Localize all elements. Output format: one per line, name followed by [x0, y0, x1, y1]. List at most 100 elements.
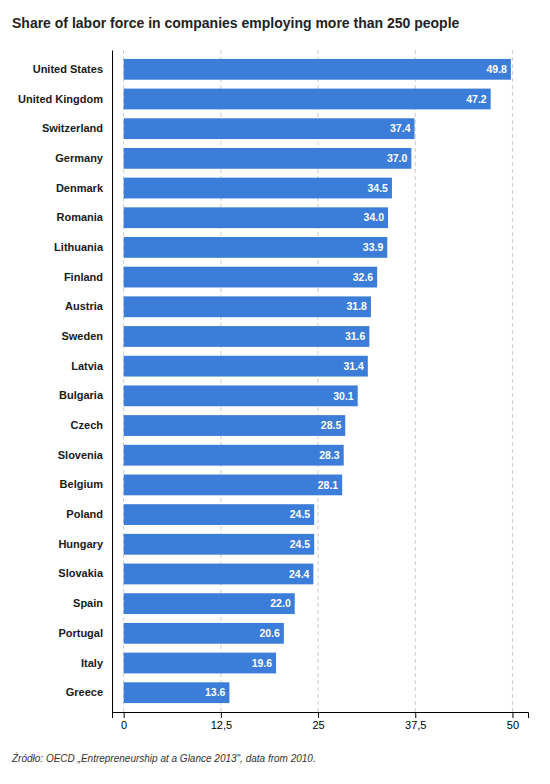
data-label: 22.0	[270, 597, 291, 609]
tick-label: Sweden	[61, 330, 103, 342]
tick-mark	[415, 712, 416, 718]
tick-label: Italy	[81, 657, 104, 669]
bar	[124, 356, 368, 377]
tick: Bulgaria	[59, 389, 104, 401]
bar	[124, 682, 230, 703]
tick-label: Bulgaria	[59, 389, 104, 401]
tick-label: Denmark	[56, 182, 104, 194]
bar	[124, 89, 491, 110]
data-label: 28.1	[318, 479, 339, 491]
tick: Belgium	[60, 478, 104, 490]
tick-label: Portugal	[58, 627, 103, 639]
tick-label: Germany	[55, 152, 104, 164]
tick-label: United Kingdom	[18, 93, 103, 105]
tick: Slovenia	[58, 449, 104, 461]
tick-label: Switzerland	[42, 122, 103, 134]
bar	[124, 534, 315, 555]
tick: 50	[507, 712, 519, 731]
bar	[124, 504, 315, 525]
grid	[124, 50, 513, 712]
title: Share of labor force in companies employ…	[12, 15, 460, 31]
tick: Portugal	[58, 627, 103, 639]
tick: Italy	[81, 657, 104, 669]
tick: Switzerland	[42, 122, 103, 134]
bar	[124, 148, 412, 169]
data-label: 33.9	[363, 241, 384, 253]
bar	[124, 178, 392, 199]
bar	[124, 267, 377, 288]
bar	[124, 564, 314, 585]
tick-mark	[512, 712, 513, 718]
tick-label: Austria	[65, 300, 104, 312]
tick-label: Romania	[57, 211, 104, 223]
bar	[124, 623, 284, 644]
tick: 25	[312, 712, 324, 731]
bar	[124, 385, 358, 406]
data-label: 32.6	[353, 271, 374, 283]
data-label: 31.6	[345, 330, 366, 342]
chart: Share of labor force in companies employ…	[0, 0, 550, 784]
tick-mark	[124, 712, 125, 718]
tick: Latvia	[71, 360, 104, 372]
tick-label: 50	[507, 719, 519, 731]
y-axis: United States United Kingdom Switzerland Ge…	[18, 51, 112, 713]
tick: Austria	[65, 300, 104, 312]
data-label: 24.4	[289, 568, 310, 580]
axis-line	[113, 713, 529, 719]
data-label: 37.0	[387, 152, 408, 164]
tick-label: Slovakia	[58, 567, 104, 579]
bar	[124, 59, 511, 80]
data-label: 24.5	[290, 508, 311, 520]
tick-mark	[318, 712, 319, 718]
data-label: 31.8	[346, 300, 367, 312]
tick-label: Finland	[64, 271, 103, 283]
tick-label: Spain	[73, 597, 103, 609]
tick-label: United States	[33, 63, 103, 75]
bar	[124, 593, 295, 614]
tick: Lithuania	[54, 241, 104, 253]
data-label: 24.5	[290, 538, 311, 550]
bar	[124, 326, 370, 347]
tick-label: Latvia	[71, 360, 104, 372]
bar	[124, 475, 342, 496]
data-label: 49.8	[486, 63, 507, 75]
tick-mark	[221, 712, 222, 718]
plot: 49.847.237.437.034.534.033.932.631.831.6…	[18, 50, 528, 731]
data-label: 28.3	[319, 449, 340, 461]
data-label: 30.1	[333, 390, 354, 402]
data-label: 34.5	[367, 182, 388, 194]
tick-label: Greece	[66, 686, 103, 698]
bar	[124, 415, 346, 436]
tick-label: 12,5	[211, 719, 232, 731]
tick: United Kingdom	[18, 93, 103, 105]
bar	[124, 237, 388, 258]
bar	[124, 653, 276, 674]
x-axis: 0 12,5 25 37,5 50	[113, 712, 529, 731]
tick-label: 37,5	[405, 719, 426, 731]
bar	[124, 207, 388, 228]
tick: Sweden	[61, 330, 103, 342]
tick: Romania	[57, 211, 104, 223]
tick: Denmark	[56, 182, 104, 194]
tick-label: 0	[121, 719, 127, 731]
data-label: 34.0	[364, 211, 385, 223]
bar	[124, 445, 344, 466]
tick: Germany	[55, 152, 104, 164]
tick: Slovakia	[58, 567, 104, 579]
tick-label: Poland	[66, 508, 103, 520]
bar	[124, 118, 415, 139]
tick: Spain	[73, 597, 103, 609]
axis-line	[112, 51, 113, 713]
tick-label: Belgium	[60, 478, 104, 490]
tick: 0	[121, 712, 127, 731]
grid-line	[512, 50, 513, 712]
data-label: 31.4	[343, 360, 364, 372]
tick: Greece	[66, 686, 103, 698]
bars	[124, 59, 511, 703]
tick-label: Hungary	[58, 538, 104, 550]
tick: 37,5	[405, 712, 426, 731]
grid-line	[415, 50, 416, 712]
tick: Poland	[66, 508, 103, 520]
data-labels: 49.847.237.437.034.534.033.932.631.831.6…	[205, 63, 507, 698]
data-label: 19.6	[252, 657, 273, 669]
